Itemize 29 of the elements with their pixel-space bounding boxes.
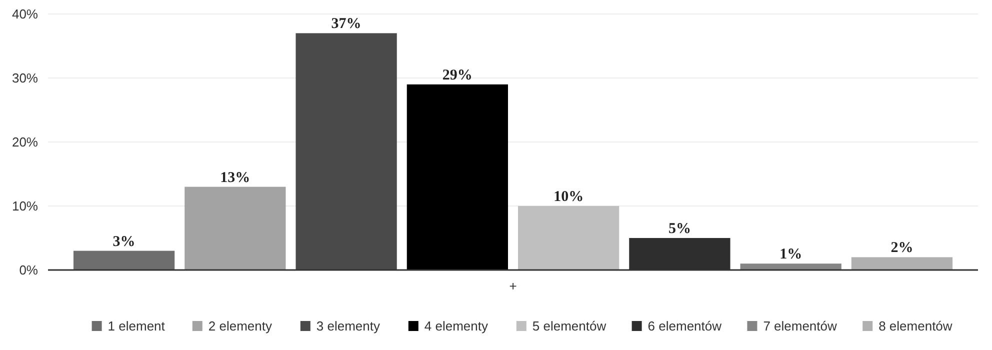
data-label: 37% (331, 16, 362, 32)
y-tick-label: 0% (19, 262, 38, 278)
bar (73, 250, 175, 270)
data-label: 10% (554, 189, 584, 205)
y-tick-label: 10% (12, 198, 38, 214)
data-label: 13% (220, 170, 250, 186)
legend-label: 8 elementów (878, 318, 953, 334)
data-label: 1% (780, 246, 802, 263)
y-tick-label: 30% (12, 70, 38, 86)
bar (406, 84, 508, 270)
bar (184, 186, 286, 270)
legend-label: 6 elementów (648, 318, 722, 334)
data-label: 3% (112, 234, 136, 250)
legend-label: 4 elementy (424, 318, 488, 334)
y-tick-label: 20% (12, 134, 38, 150)
bar (296, 33, 397, 270)
legend-label: 3 elementy (316, 318, 380, 334)
data-label: 5% (668, 221, 691, 237)
data-label: 29% (442, 67, 472, 84)
y-tick-label: 40% (12, 6, 38, 22)
data-label: 2% (890, 240, 914, 256)
bar (518, 206, 620, 270)
x-tick-label: + (509, 278, 517, 294)
legend-label: 5 elementów (532, 318, 607, 334)
legend-label: 2 elementy (208, 318, 272, 334)
bar (851, 257, 953, 270)
bar (740, 264, 842, 270)
legend-label: 1 element (108, 318, 166, 334)
legend-label: 7 elementów (763, 318, 838, 334)
